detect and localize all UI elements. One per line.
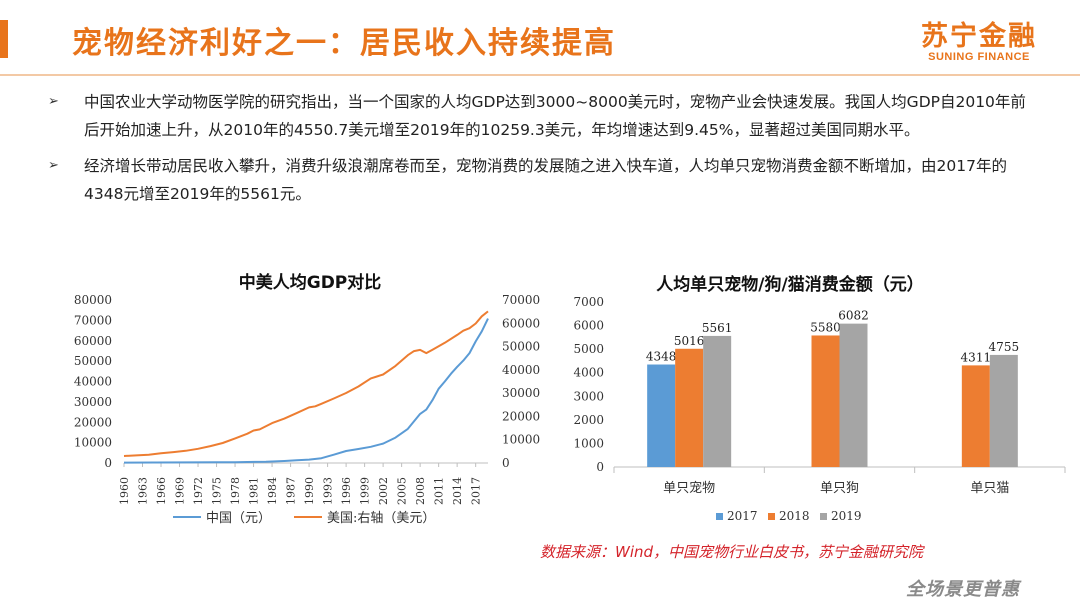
y-left-tick-label: 60000 xyxy=(74,334,112,348)
data-source: 数据来源：Wind，中国宠物行业白皮书，苏宁金融研究院 xyxy=(540,543,924,561)
bar-value-label: 5016 xyxy=(674,334,705,348)
x-tick-label: 1963 xyxy=(137,477,150,505)
category-label: 单只狗 xyxy=(820,481,859,496)
legend-swatch xyxy=(716,513,723,520)
y-tick-label: 7000 xyxy=(573,295,604,309)
y-left-tick-label: 30000 xyxy=(74,395,112,409)
y-right-tick-label: 60000 xyxy=(502,316,540,330)
x-tick-label: 1987 xyxy=(285,477,298,505)
bullet-arrow-icon: ➢ xyxy=(48,158,59,173)
y-tick-label: 0 xyxy=(596,460,604,474)
bar xyxy=(839,323,868,467)
header-divider xyxy=(0,74,1080,76)
x-tick-label: 2011 xyxy=(433,477,446,505)
y-left-tick-label: 70000 xyxy=(74,313,112,327)
x-tick-label: 2002 xyxy=(377,477,390,505)
y-right-tick-label: 50000 xyxy=(502,340,540,354)
x-tick-label: 2014 xyxy=(451,477,464,505)
brand-logo: 苏宁金融 SUNING FINANCE xyxy=(904,14,1054,63)
y-tick-label: 1000 xyxy=(573,436,604,450)
x-tick-label: 2008 xyxy=(414,477,427,505)
x-tick-label: 1984 xyxy=(266,477,279,505)
x-tick-label: 1996 xyxy=(340,477,353,505)
pet-bar-chart: 0 1000 2000 3000 4000 5000 6000 7000 4348 5016556… xyxy=(573,295,1066,523)
y-left-tick-label: 50000 xyxy=(74,354,112,368)
y-left-tick-label: 10000 xyxy=(74,436,112,450)
y-tick-label: 4000 xyxy=(573,366,604,380)
series-line xyxy=(123,318,489,464)
bar xyxy=(961,365,990,467)
y-right-tick-label: 10000 xyxy=(502,433,540,447)
legend-label: 2019 xyxy=(831,509,862,523)
x-tick-label: 1981 xyxy=(248,477,261,505)
y-tick-label: 3000 xyxy=(573,389,604,403)
x-tick-label: 1972 xyxy=(192,477,205,505)
bar-value-label: 4755 xyxy=(989,340,1020,354)
legend-label: 2017 xyxy=(727,509,758,523)
bar xyxy=(989,354,1018,467)
y-tick-label: 2000 xyxy=(573,413,604,427)
bullet-arrow-icon: ➢ xyxy=(48,94,59,109)
y-right-tick-label: 40000 xyxy=(502,363,540,377)
x-tick-label: 1969 xyxy=(174,477,187,505)
y-left-tick-label: 0 xyxy=(104,456,112,470)
legend-label: 中国（元） xyxy=(206,511,271,526)
bar-value-label: 4311 xyxy=(961,350,992,364)
bar-value-label: 4348 xyxy=(646,350,677,364)
x-tick-label: 1966 xyxy=(155,477,168,505)
logo-en: SUNING FINANCE xyxy=(928,51,1030,63)
x-tick-label: 1990 xyxy=(303,477,316,505)
gdp-line-chart: 0 10000 20000 30000 40000 50000 60000 70000 8000… xyxy=(74,293,540,526)
x-tick-label: 1978 xyxy=(229,477,242,505)
legend-label: 美国:右轴（美元） xyxy=(327,511,435,526)
x-tick-label: 1960 xyxy=(118,477,131,505)
bar-value-label: 5561 xyxy=(702,321,733,335)
y-left-tick-label: 80000 xyxy=(74,293,112,307)
category-label: 单只猫 xyxy=(970,481,1009,496)
bar xyxy=(647,364,676,467)
y-tick-label: 6000 xyxy=(573,319,604,333)
bullet-list: ➢ 中国农业大学动物医学院的研究指出，当一个国家的人均GDP达到3000~800… xyxy=(48,88,1038,216)
title-accent-bar xyxy=(0,20,8,58)
y-right-tick-label: 70000 xyxy=(502,293,540,307)
bar xyxy=(675,348,704,467)
x-tick-label: 1999 xyxy=(359,477,372,505)
bar xyxy=(811,335,840,467)
y-right-tick-label: 0 xyxy=(502,456,510,470)
page-title: 宠物经济利好之一：居民收入持续提高 xyxy=(72,26,616,61)
x-tick-label: 1993 xyxy=(322,477,335,505)
category-label: 单只宠物 xyxy=(663,480,715,496)
bullet-item: ➢ 经济增长带动居民收入攀升，消费升级浪潮席卷而至，宠物消费的发展随之进入快车道… xyxy=(48,152,1038,208)
bullet-text: 中国农业大学动物医学院的研究指出，当一个国家的人均GDP达到3000~8000美… xyxy=(84,93,1026,139)
bullet-text: 经济增长带动居民收入攀升，消费升级浪潮席卷而至，宠物消费的发展随之进入快车道，人… xyxy=(84,157,1007,203)
bar-value-label: 6082 xyxy=(838,309,869,323)
y-right-tick-label: 20000 xyxy=(502,409,540,423)
legend-label: 2018 xyxy=(779,509,810,523)
slogan: 全场景更普惠 xyxy=(906,579,1020,600)
legend-swatch xyxy=(768,513,775,520)
x-tick-label: 2017 xyxy=(470,477,483,505)
pet-bar-chart-title: 人均单只宠物/狗/猫消费金额（元） xyxy=(656,275,924,295)
y-left-tick-label: 40000 xyxy=(74,375,112,389)
y-right-tick-label: 30000 xyxy=(502,386,540,400)
x-tick-label: 2005 xyxy=(396,477,409,505)
y-left-tick-label: 20000 xyxy=(74,415,112,429)
y-tick-label: 5000 xyxy=(573,342,604,356)
legend-swatch xyxy=(820,513,827,520)
logo-cn: 苏宁金融 xyxy=(921,21,1037,52)
gdp-chart-title: 中美人均GDP对比 xyxy=(238,273,382,293)
series-line xyxy=(123,310,489,457)
bar xyxy=(703,335,732,467)
x-tick-label: 1975 xyxy=(211,477,224,505)
bullet-item: ➢ 中国农业大学动物医学院的研究指出，当一个国家的人均GDP达到3000~800… xyxy=(48,88,1038,144)
bar-value-label: 5580 xyxy=(810,320,841,334)
